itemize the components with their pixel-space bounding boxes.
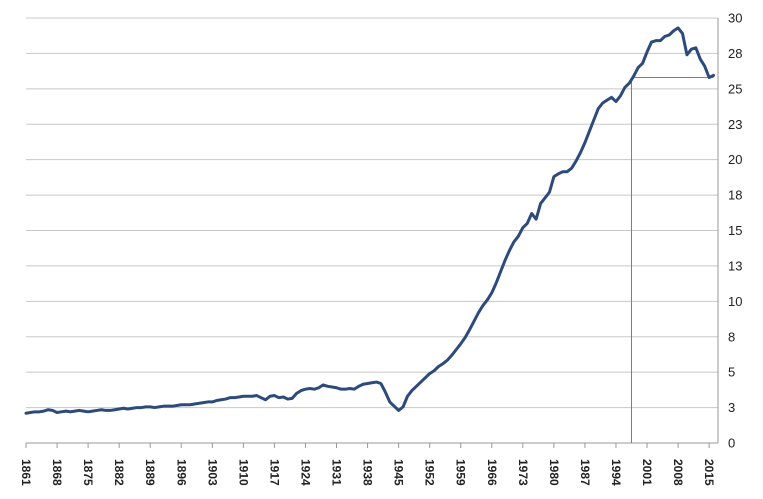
x-tick-label: 2015 <box>702 459 716 486</box>
y-tick-label: 25 <box>728 81 742 96</box>
y-tick-label: 20 <box>728 152 742 167</box>
x-tick-label: 1868 <box>50 459 64 486</box>
y-tick-label: 10 <box>728 294 742 309</box>
x-tick-label: 1994 <box>609 459 623 486</box>
y-tick-label: 23 <box>728 117 742 132</box>
x-tick-label: 1882 <box>112 459 126 486</box>
x-tick-marks <box>25 443 710 448</box>
y-tick-label: 18 <box>728 188 742 203</box>
y-tick-label: 13 <box>728 258 742 273</box>
x-tick-label: 1896 <box>174 459 188 486</box>
y-tick-label: 0 <box>728 436 735 451</box>
x-tick-label: 1987 <box>578 459 592 486</box>
series-group <box>24 26 716 415</box>
y-tick-label: 5 <box>728 365 735 380</box>
series-line <box>24 26 716 415</box>
x-tick-labels: 1861 1868 1875 1882 1889 1896 1903 1910 1917 1924… <box>19 459 716 486</box>
x-tick-label: 1861 <box>19 459 33 486</box>
x-tick-label: 1966 <box>485 459 499 486</box>
y-tick-label: 15 <box>728 223 742 238</box>
x-tick-label: 1917 <box>267 459 281 486</box>
y-tick-labels: 0 3 5 8 10 13 15 18 20 23 25 28 30 <box>728 11 742 451</box>
x-tick-label: 1973 <box>516 459 530 486</box>
x-tick-label: 1945 <box>392 459 406 486</box>
y-tick-label: 28 <box>728 46 742 61</box>
x-tick-label: 1903 <box>205 459 219 486</box>
x-tick-label: 1910 <box>236 459 250 486</box>
y-tick-label: 3 <box>728 400 735 415</box>
x-tick-label: 1889 <box>143 459 157 486</box>
x-tick-label: 1875 <box>81 459 95 486</box>
x-tick-label: 1959 <box>454 459 468 486</box>
x-tick-label: 1952 <box>423 459 437 486</box>
x-tick-label: 1924 <box>298 459 312 486</box>
x-tick-label: 2001 <box>640 459 654 486</box>
y-tick-label: 8 <box>728 329 735 344</box>
x-tick-label: 1980 <box>547 459 561 486</box>
x-tick-label: 1938 <box>361 459 375 486</box>
y-tick-label: 30 <box>728 11 742 26</box>
x-tick-label: 2008 <box>671 459 685 486</box>
x-tick-label: 1931 <box>330 459 344 486</box>
reference-lines <box>631 77 714 443</box>
gridlines <box>26 17 718 409</box>
